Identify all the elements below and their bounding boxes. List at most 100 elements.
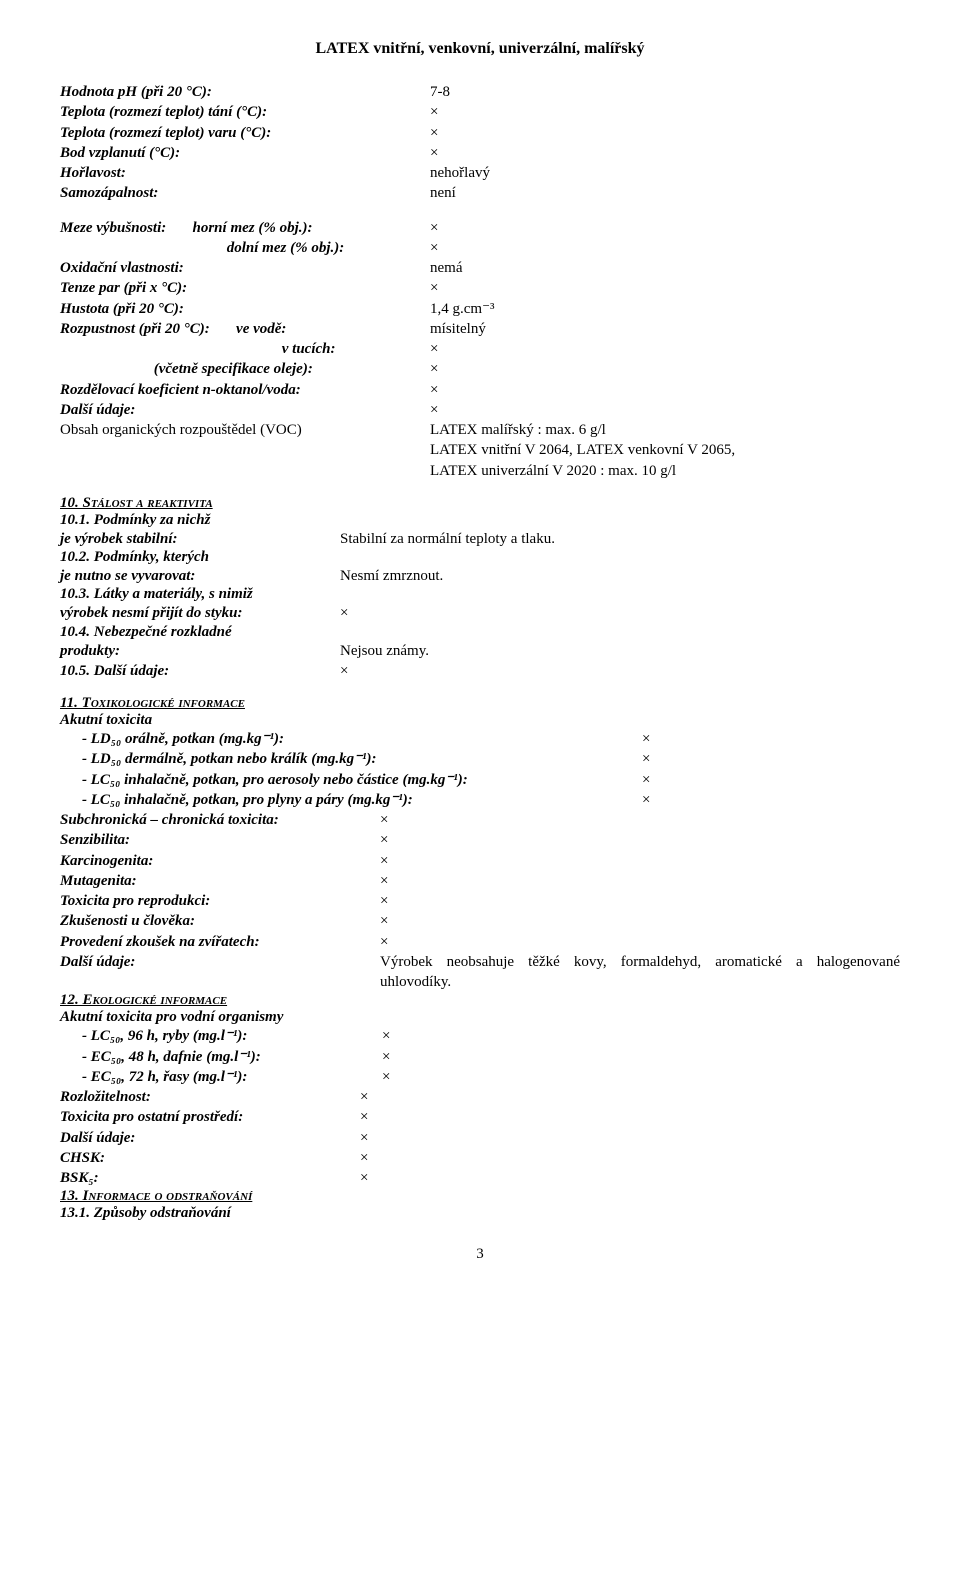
section-13-title: 13. Informace o odstraňování	[60, 1188, 900, 1205]
s11-ld50o-l: - LD₅₀ orálně, potkan (mg.kg⁻¹):	[60, 729, 642, 749]
s11-sub-v: ×	[380, 810, 388, 830]
s12-ec50d-v: ×	[382, 1047, 390, 1067]
s10-4-v: Nejsou známy.	[340, 641, 900, 661]
expl-hi-value: ×	[430, 218, 900, 238]
s11-repro-l: Toxicita pro reprodukci:	[60, 891, 380, 911]
s10-3-v: ×	[340, 603, 900, 623]
s11-other-l: Další údaje:	[60, 952, 380, 993]
s12-ec50a-v: ×	[382, 1067, 390, 1087]
s13-1: 13.1. Způsoby odstraňování	[60, 1205, 900, 1222]
vap-value: ×	[430, 278, 900, 298]
expl-lo-label: dolní mez (% obj.):	[227, 240, 345, 256]
s12-ec50a-l: - EC₅₀, 72 h, řasy (mg.l⁻¹):	[60, 1067, 382, 1087]
s12-lc50f-v: ×	[382, 1026, 390, 1046]
s10-1-v: Stabilní za normální teploty a tlaku.	[340, 529, 900, 549]
s12-other-v: ×	[360, 1128, 368, 1148]
sol-oil-value: ×	[430, 359, 900, 379]
s10-3-l1: 10.3. Látky a materiály, s nimiž	[60, 586, 900, 603]
sol-fat-value: ×	[430, 339, 900, 359]
s11-karc-v: ×	[380, 851, 388, 871]
s11-lc50p-l: - LC₅₀ inhalačně, potkan, pro plyny a pá…	[60, 790, 642, 810]
s12-toxo-l: Toxicita pro ostatní prostředí:	[60, 1107, 360, 1127]
s12-at: Akutní toxicita pro vodní organismy	[60, 1009, 900, 1026]
autoign-label: Samozápalnost:	[60, 183, 430, 203]
s10-1-l1: 10.1. Podmínky za nichž	[60, 512, 900, 529]
expl-hi-label: horní mez (% obj.):	[193, 220, 313, 236]
s11-hum-l: Zkušenosti u člověka:	[60, 911, 380, 931]
s10-3-l2: výrobek nesmí přijít do styku:	[60, 603, 340, 623]
s11-anim-v: ×	[380, 932, 388, 952]
s10-4-l2: produkty:	[60, 641, 340, 661]
voc-label: Obsah organických rozpouštědel (VOC)	[60, 420, 430, 440]
flamm-value: nehořlavý	[430, 163, 900, 183]
s12-rozl-v: ×	[360, 1087, 368, 1107]
s11-repro-v: ×	[380, 891, 388, 911]
s11-muta-l: Mutagenita:	[60, 871, 380, 891]
sol-lead: Rozpustnost (při 20 °C):	[60, 321, 210, 337]
s10-5-v: ×	[340, 661, 900, 681]
dens-value: 1,4 g.cm⁻³	[430, 299, 900, 319]
section-10-title: 10. Stálost a reaktivita	[60, 495, 900, 512]
s12-lc50f-l: - LC₅₀, 96 h, ryby (mg.l⁻¹):	[60, 1026, 382, 1046]
oxid-label: Oxidační vlastnosti:	[60, 258, 430, 278]
s10-2-l2: je nutno se vyvarovat:	[60, 566, 340, 586]
s10-4-l1: 10.4. Nebezpečné rozkladné	[60, 624, 900, 641]
s10-2-v: Nesmí zmrznout.	[340, 566, 900, 586]
s12-ec50d-l: - EC₅₀, 48 h, dafnie (mg.l⁻¹):	[60, 1047, 382, 1067]
s12-other-l: Další údaje:	[60, 1128, 360, 1148]
other9-value: ×	[430, 400, 900, 420]
s12-rozl-l: Rozložitelnost:	[60, 1087, 360, 1107]
other9-label: Další údaje:	[60, 400, 430, 420]
s10-2-l1: 10.2. Podmínky, kterých	[60, 549, 900, 566]
tmelt-value: ×	[430, 102, 900, 122]
s10-1-l2: je výrobek stabilní:	[60, 529, 340, 549]
s11-ld50d-l: - LD₅₀ dermálně, potkan nebo králík (mg.…	[60, 749, 642, 769]
s11-anim-l: Provedení zkoušek na zvířatech:	[60, 932, 380, 952]
s11-hum-v: ×	[380, 911, 388, 931]
s12-toxo-v: ×	[360, 1107, 368, 1127]
part-label: Rozdělovací koeficient n-oktanol/voda:	[60, 380, 430, 400]
voc-value-2: LATEX vnitřní V 2064, LATEX venkovní V 2…	[430, 440, 900, 460]
flamm-label: Hořlavost:	[60, 163, 430, 183]
section-11-title: 11. Toxikologické informace	[60, 695, 900, 712]
s11-ld50o-v: ×	[642, 729, 650, 749]
s12-bsk-v: ×	[360, 1168, 368, 1188]
s11-other-v: Výrobek neobsahuje těžké kovy, formaldeh…	[380, 952, 900, 993]
voc-value-3: LATEX univerzální V 2020 : max. 10 g/l	[430, 461, 900, 481]
flash-label: Bod vzplanutí (°C):	[60, 143, 430, 163]
sol-water-value: mísitelný	[430, 319, 900, 339]
autoign-value: není	[430, 183, 900, 203]
voc-value: LATEX malířský : max. 6 g/l	[430, 420, 900, 440]
page-number: 3	[60, 1246, 900, 1263]
s11-sub-l: Subchronická – chronická toxicita:	[60, 810, 380, 830]
s11-lc50p-v: ×	[642, 790, 650, 810]
tboil-label: Teplota (rozmezí teplot) varu (°C):	[60, 123, 430, 143]
expl-lo-value: ×	[430, 238, 900, 258]
s12-bsk-l: BSK₅:	[60, 1168, 360, 1188]
oxid-value: nemá	[430, 258, 900, 278]
flash-value: ×	[430, 143, 900, 163]
s11-muta-v: ×	[380, 871, 388, 891]
s12-chsk-v: ×	[360, 1148, 368, 1168]
sol-fat-label: v tucích:	[282, 341, 336, 357]
s11-sens-l: Senzibilita:	[60, 830, 380, 850]
s11-lc50a-l: - LC₅₀ inhalačně, potkan, pro aerosoly n…	[60, 770, 642, 790]
s11-karc-l: Karcinogenita:	[60, 851, 380, 871]
dens-label: Hustota (při 20 °C):	[60, 299, 430, 319]
tboil-value: ×	[430, 123, 900, 143]
section-12-title: 12. Ekologické informace	[60, 992, 900, 1009]
ph-label: Hodnota pH (při 20 °C):	[60, 82, 430, 102]
page-title: LATEX vnitřní, venkovní, univerzální, ma…	[60, 40, 900, 58]
sol-oil-label: (včetně specifikace oleje):	[154, 361, 313, 377]
s11-ld50d-v: ×	[642, 749, 650, 769]
part-value: ×	[430, 380, 900, 400]
properties-block: Hodnota pH (při 20 °C):7-8 Teplota (rozm…	[60, 82, 900, 481]
s10-5-l: 10.5. Další údaje:	[60, 661, 340, 681]
sol-water-label: ve vodě:	[236, 321, 286, 337]
s12-chsk-l: CHSK:	[60, 1148, 360, 1168]
tmelt-label: Teplota (rozmezí teplot) tání (°C):	[60, 102, 430, 122]
s11-sens-v: ×	[380, 830, 388, 850]
s11-lc50a-v: ×	[642, 770, 650, 790]
ph-value: 7-8	[430, 82, 900, 102]
s11-at: Akutní toxicita	[60, 712, 900, 729]
